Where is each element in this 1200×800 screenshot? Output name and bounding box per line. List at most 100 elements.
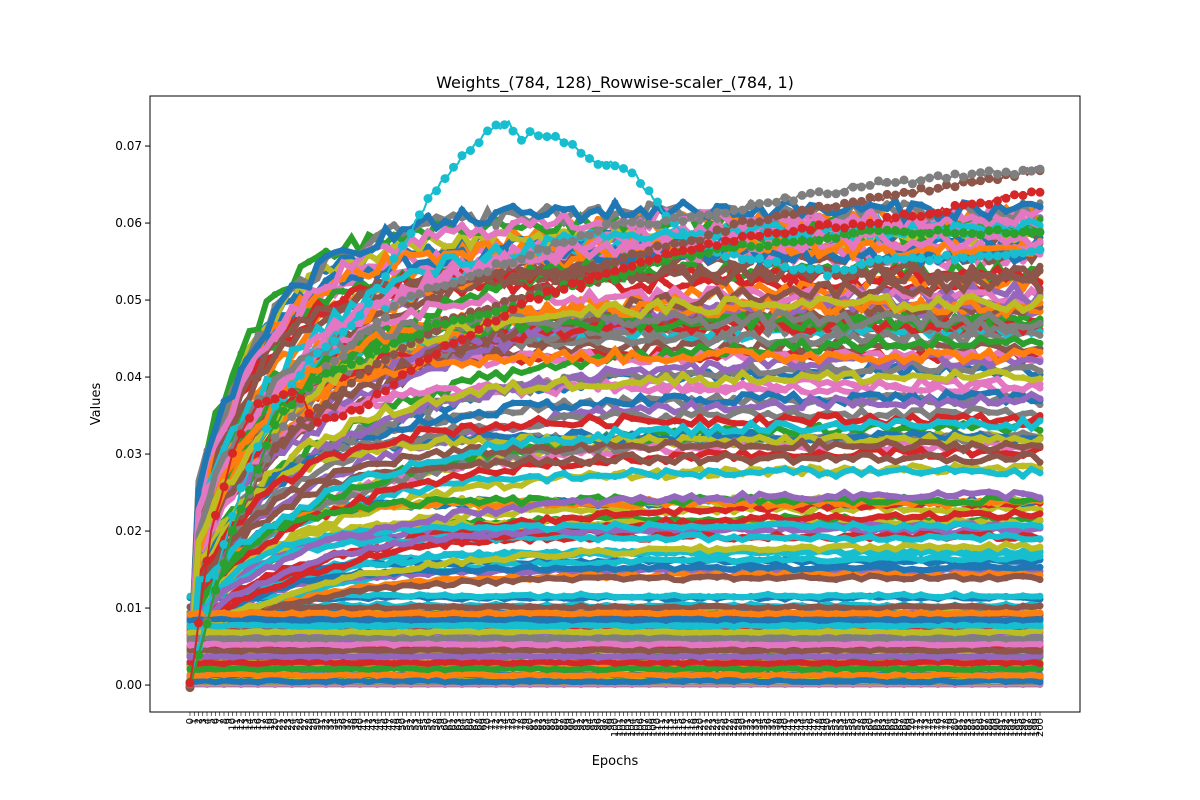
series-point	[441, 604, 449, 612]
series-point	[764, 466, 772, 474]
series-point	[798, 387, 806, 395]
series-point	[679, 557, 687, 565]
series-point	[492, 592, 500, 600]
series-point	[1019, 592, 1027, 600]
series-point	[1002, 555, 1010, 563]
series-point	[628, 466, 636, 474]
series-point	[900, 602, 908, 610]
series-point	[424, 484, 432, 492]
series-point	[373, 603, 381, 611]
series-point	[662, 279, 670, 287]
series-point	[492, 286, 500, 294]
series-point	[492, 603, 500, 611]
series-point	[815, 593, 823, 601]
series-point	[424, 592, 432, 600]
series-point	[713, 555, 721, 563]
series-point	[662, 447, 670, 455]
series-point	[849, 592, 857, 600]
series-point	[662, 556, 670, 564]
series-point	[713, 593, 721, 600]
series-point	[917, 469, 925, 477]
series-point	[1002, 259, 1010, 267]
series-point	[1002, 470, 1010, 478]
series-point	[373, 402, 381, 410]
series-point	[781, 592, 789, 600]
series-point	[407, 593, 415, 601]
series-point	[815, 557, 823, 565]
series-point	[849, 555, 857, 563]
series-point	[543, 507, 551, 515]
series-point	[509, 287, 517, 295]
series-point	[883, 467, 891, 475]
series-point	[577, 507, 585, 515]
series-point	[509, 511, 517, 518]
series-point	[543, 477, 551, 485]
series-point	[611, 593, 619, 601]
series-point	[849, 331, 857, 339]
series-point	[424, 604, 432, 611]
series-point	[611, 473, 619, 481]
series-point	[713, 602, 721, 610]
series-point	[730, 558, 738, 566]
series-point	[696, 592, 704, 600]
series-point	[458, 603, 466, 611]
series-point	[611, 559, 619, 567]
series-point	[458, 592, 466, 600]
series-point	[577, 475, 585, 483]
series-point	[475, 604, 483, 612]
series-point	[713, 392, 721, 400]
series-point	[1019, 602, 1027, 610]
series-point	[1019, 472, 1027, 480]
series-point	[951, 590, 959, 598]
series-point	[832, 557, 840, 565]
series-layer	[185, 119, 1045, 693]
series-point	[645, 387, 653, 395]
series-point	[509, 476, 517, 484]
series-point	[594, 559, 602, 567]
series-point	[764, 556, 772, 563]
series-point	[883, 593, 891, 601]
series-point	[492, 346, 500, 354]
series-point	[985, 468, 993, 476]
series-point	[645, 287, 653, 295]
series-point	[798, 555, 806, 563]
series-point	[662, 337, 670, 345]
series-point	[730, 471, 738, 479]
series-point	[526, 602, 534, 610]
series-point	[526, 591, 534, 599]
series-point	[1036, 592, 1044, 600]
series-point	[951, 468, 959, 476]
series-point	[696, 331, 704, 339]
series-point	[594, 593, 602, 600]
series-point	[832, 591, 840, 599]
series-point	[509, 234, 517, 242]
series-point	[543, 591, 551, 599]
series-point	[900, 506, 908, 514]
series-point	[883, 329, 891, 337]
series-point	[900, 465, 908, 473]
series-point	[662, 467, 670, 475]
series-point	[560, 604, 568, 612]
series-point	[747, 468, 755, 476]
series-point	[645, 592, 653, 600]
series-point	[815, 471, 823, 479]
series-point	[798, 593, 806, 601]
series-point	[475, 474, 483, 482]
series-point	[577, 602, 585, 610]
series-point	[696, 554, 704, 562]
series-point	[526, 472, 534, 480]
series-point	[526, 337, 534, 345]
series-point	[934, 467, 942, 475]
series-point	[611, 602, 619, 610]
series-point	[917, 591, 925, 599]
series-point	[900, 590, 908, 598]
series-point	[696, 472, 704, 480]
series-point	[679, 331, 687, 339]
series-point	[509, 409, 517, 417]
series-point	[560, 592, 568, 600]
series-point	[781, 275, 789, 283]
series-point	[917, 387, 925, 394]
series-point	[1036, 602, 1044, 610]
